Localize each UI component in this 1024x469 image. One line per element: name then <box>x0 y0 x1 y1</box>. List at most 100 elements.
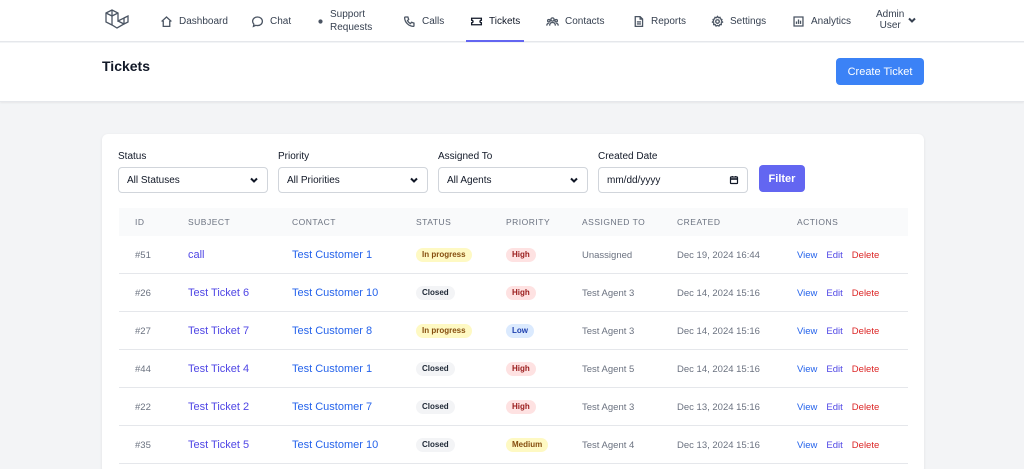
priority-badge: Medium <box>506 438 549 452</box>
top-navigation: Dashboard Chat Support Requests Calls Ti… <box>0 0 1024 42</box>
created-date-input[interactable]: mm/dd/yyyy <box>598 167 748 193</box>
table-row: #35 Test Ticket 5 Test Customer 10 Close… <box>119 426 908 464</box>
ticket-subject-link[interactable]: Test Ticket 4 <box>188 363 250 375</box>
edit-link[interactable]: Edit <box>826 249 843 261</box>
nav-dashboard[interactable]: Dashboard <box>160 0 228 42</box>
chevron-down-icon <box>570 177 578 183</box>
filter-button[interactable]: Filter <box>759 165 805 192</box>
ticket-subject-link[interactable]: Test Ticket 5 <box>188 439 250 451</box>
ticket-assignee: Test Agent 3 <box>582 325 635 337</box>
view-link[interactable]: View <box>797 439 818 451</box>
priority-select[interactable]: All Priorities <box>278 167 428 193</box>
status-filter: Status All Statuses <box>118 151 268 193</box>
nav-contacts-label: Contacts <box>565 15 605 27</box>
logo-icon[interactable] <box>104 7 130 33</box>
delete-link[interactable]: Delete <box>851 249 880 261</box>
view-link[interactable]: View <box>797 287 818 299</box>
ticket-contact-link[interactable]: Test Customer 10 <box>292 287 379 299</box>
column-header-assigned: Assigned To <box>582 217 646 227</box>
ticket-contact-link[interactable]: Test Customer 1 <box>292 363 373 375</box>
ticket-created: Dec 13, 2024 15:16 <box>677 401 760 413</box>
delete-link[interactable]: Delete <box>851 439 880 451</box>
edit-link[interactable]: Edit <box>826 287 843 299</box>
nav-reports[interactable]: Reports <box>632 0 686 42</box>
table-header: ID Subject Contact Status Priority Assig… <box>119 208 908 236</box>
column-header-created: Created <box>677 217 721 227</box>
nav-contacts[interactable]: Contacts <box>546 0 604 42</box>
nav-analytics[interactable]: Analytics <box>792 0 851 42</box>
assigned-select-value: All Agents <box>447 174 492 186</box>
chevron-down-icon <box>250 177 258 183</box>
ticket-subject-link[interactable]: Test Ticket 2 <box>188 401 250 413</box>
nav-settings[interactable]: Settings <box>711 0 766 42</box>
edit-link[interactable]: Edit <box>826 401 843 413</box>
table-row: #27 Test Ticket 7 Test Customer 8 In pro… <box>119 312 908 350</box>
delete-link[interactable]: Delete <box>851 287 880 299</box>
row-actions: View Edit Delete <box>797 274 879 312</box>
priority-badge: High <box>506 400 536 414</box>
calendar-icon[interactable] <box>729 175 739 185</box>
user-name-first: Admin <box>876 9 905 20</box>
nav-support-requests-label: Support Requests <box>330 9 373 33</box>
ticket-created: Dec 14, 2024 15:16 <box>677 363 760 375</box>
nav-chat[interactable]: Chat <box>251 0 291 42</box>
column-header-contact: Contact <box>292 217 336 227</box>
priority-badge: High <box>506 248 536 262</box>
users-icon <box>546 16 559 26</box>
ticket-id: #44 <box>135 363 151 375</box>
status-badge: In progress <box>416 248 472 262</box>
nav-support-requests[interactable]: Support Requests <box>317 0 376 42</box>
priority-badge: High <box>506 362 536 376</box>
create-ticket-button[interactable]: Create Ticket <box>836 58 924 85</box>
user-name-last: User <box>879 20 901 31</box>
gear-icon <box>711 14 724 27</box>
column-header-actions: Actions <box>797 217 839 227</box>
delete-link[interactable]: Delete <box>851 325 880 337</box>
user-menu[interactable]: Admin User <box>876 9 917 31</box>
edit-link[interactable]: Edit <box>826 439 843 451</box>
edit-link[interactable]: Edit <box>826 363 843 375</box>
view-link[interactable]: View <box>797 249 818 261</box>
status-select[interactable]: All Statuses <box>118 167 268 193</box>
assigned-filter: Assigned To All Agents <box>438 151 588 193</box>
column-header-id: ID <box>135 217 145 227</box>
tickets-card: Status All Statuses Priority All Priorit… <box>102 134 924 469</box>
page-title: Tickets <box>102 58 150 74</box>
ticket-id: #35 <box>135 439 151 451</box>
status-filter-label: Status <box>118 151 147 162</box>
nav-tickets[interactable]: Tickets <box>465 0 525 42</box>
ticket-contact-link[interactable]: Test Customer 1 <box>292 249 373 261</box>
nav-tickets-label: Tickets <box>489 15 521 27</box>
ticket-contact-link[interactable]: Test Customer 10 <box>292 439 379 451</box>
nav-reports-label: Reports <box>651 15 687 27</box>
priority-badge: Low <box>506 324 534 338</box>
table-row: #26 Test Ticket 6 Test Customer 10 Close… <box>119 274 908 312</box>
ticket-created: Dec 14, 2024 15:16 <box>677 287 760 299</box>
nav-chat-label: Chat <box>270 15 292 27</box>
priority-badge: High <box>506 286 536 300</box>
date-filter-label: Created Date <box>598 151 658 162</box>
view-link[interactable]: View <box>797 401 818 413</box>
chevron-down-icon <box>410 177 418 183</box>
ticket-id: #51 <box>135 249 151 261</box>
ticket-contact-link[interactable]: Test Customer 8 <box>292 325 373 337</box>
row-actions: View Edit Delete <box>797 350 879 388</box>
view-link[interactable]: View <box>797 363 818 375</box>
chart-icon <box>793 15 804 27</box>
nav-calls[interactable]: Calls <box>403 0 444 42</box>
ticket-subject-link[interactable]: Test Ticket 6 <box>188 287 250 299</box>
priority-select-value: All Priorities <box>287 174 340 186</box>
assigned-select[interactable]: All Agents <box>438 167 588 193</box>
date-filter: Created Date mm/dd/yyyy <box>598 151 748 193</box>
table-row: #44 Test Ticket 4 Test Customer 1 Closed… <box>119 350 908 388</box>
ticket-contact-link[interactable]: Test Customer 7 <box>292 401 373 413</box>
ticket-assignee: Unassigned <box>582 249 633 261</box>
delete-link[interactable]: Delete <box>851 401 880 413</box>
edit-link[interactable]: Edit <box>826 325 843 337</box>
ticket-subject-link[interactable]: Test Ticket 7 <box>188 325 250 337</box>
view-link[interactable]: View <box>797 325 818 337</box>
ticket-id: #27 <box>135 325 151 337</box>
ticket-subject-link[interactable]: call <box>188 249 205 261</box>
delete-link[interactable]: Delete <box>851 363 880 375</box>
priority-filter-label: Priority <box>278 151 310 162</box>
